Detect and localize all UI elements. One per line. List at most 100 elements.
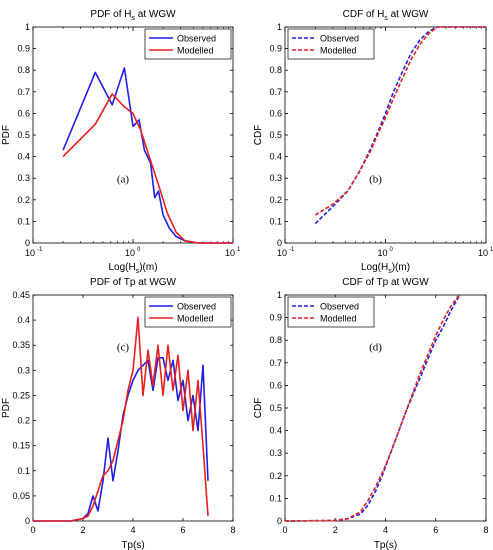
chart-title-tail: at WGW bbox=[135, 9, 176, 20]
x-tick-label: 4 bbox=[383, 525, 388, 535]
y-axis-label: CDF bbox=[253, 398, 264, 419]
x-axis-label: Tp(s) bbox=[374, 540, 397, 550]
legend: Observed Modelled bbox=[144, 296, 232, 328]
x-tick-exponent: -1 bbox=[289, 247, 295, 253]
legend-label-observed: Observed bbox=[177, 34, 216, 44]
y-tick-label: 0.8 bbox=[17, 65, 30, 75]
x-tick-label: 4 bbox=[130, 525, 135, 535]
x-tick-exponent: 0 bbox=[137, 247, 141, 253]
y-axis-label: PDF bbox=[1, 125, 12, 145]
legend-label-observed: Observed bbox=[320, 34, 359, 44]
x-tick-label: 8 bbox=[483, 525, 488, 535]
panel-label: (c) bbox=[117, 341, 130, 353]
x-tick-label: 10 bbox=[478, 248, 488, 258]
y-tick-label: 0 bbox=[277, 238, 282, 248]
x-axis-label: Log(Hs)(m) bbox=[361, 262, 410, 275]
y-tick-label: 0.3 bbox=[269, 448, 282, 458]
chart-title-main: PDF of H bbox=[90, 9, 131, 20]
y-tick-label: 0.1 bbox=[269, 216, 282, 226]
y-tick-label: 0.45 bbox=[12, 290, 30, 300]
y-tick-label: 1 bbox=[25, 22, 30, 32]
y-tick-label: 0.9 bbox=[269, 44, 282, 54]
y-tick-label: 1 bbox=[277, 22, 282, 32]
series-line-modelled bbox=[33, 316, 209, 522]
chart-title-main: CDF of Tp at WGW bbox=[342, 277, 429, 288]
y-tick-label: 0.8 bbox=[269, 65, 282, 75]
x-tick-label: 0 bbox=[30, 525, 35, 535]
panel-label: (a) bbox=[117, 174, 130, 186]
x-tick-label: 2 bbox=[333, 525, 338, 535]
y-tick-label: 0.25 bbox=[12, 390, 30, 400]
x-tick-label: 0 bbox=[282, 525, 287, 535]
y-tick-label: 0.3 bbox=[269, 173, 282, 183]
y-tick-label: 0.6 bbox=[269, 108, 282, 118]
legend-label-observed: Observed bbox=[177, 302, 216, 312]
series-line-modelled bbox=[314, 26, 486, 216]
y-tick-label: 0.6 bbox=[269, 380, 282, 390]
x-tick-exponent: -1 bbox=[37, 247, 43, 253]
legend: Observed Modelled bbox=[287, 296, 375, 328]
legend-box bbox=[287, 28, 375, 60]
y-tick-label: 0 bbox=[277, 516, 282, 526]
y-axis-label: CDF bbox=[253, 125, 264, 146]
y-tick-label: 0.2 bbox=[269, 195, 282, 205]
y-tick-label: 1 bbox=[277, 290, 282, 300]
y-tick-label: 0.5 bbox=[17, 130, 30, 140]
x-tick-exponent: 0 bbox=[390, 247, 394, 253]
y-tick-label: 0.3 bbox=[17, 173, 30, 183]
x-tick-label: 10 bbox=[277, 248, 287, 258]
y-tick-label: 0.15 bbox=[12, 441, 30, 451]
y-tick-label: 0 bbox=[25, 238, 30, 248]
legend: Observed Modelled bbox=[144, 28, 232, 60]
series-line-modelled bbox=[62, 93, 233, 244]
y-tick-label: 0.35 bbox=[12, 340, 30, 350]
y-tick-label: 0.1 bbox=[17, 466, 30, 476]
y-tick-label: 0.6 bbox=[17, 108, 30, 118]
x-axis-label-main: Log(H bbox=[361, 262, 388, 273]
y-tick-label: 0.7 bbox=[17, 87, 30, 97]
x-tick-label: 2 bbox=[80, 525, 85, 535]
chart-title-tail: at WGW bbox=[388, 9, 429, 20]
series-line-modelled bbox=[284, 294, 462, 522]
legend-box bbox=[144, 296, 232, 328]
x-axis-label-tail: )(m) bbox=[139, 262, 157, 273]
y-tick-label: 0.9 bbox=[269, 313, 282, 323]
x-tick-exponent: 1 bbox=[237, 247, 241, 253]
y-tick-label: 0.2 bbox=[17, 195, 30, 205]
x-tick-exponent: 1 bbox=[490, 247, 493, 253]
x-tick-label: 8 bbox=[230, 525, 235, 535]
y-tick-label: 0.9 bbox=[17, 44, 30, 54]
chart-title: CDF of Hs at WGW bbox=[343, 9, 429, 22]
x-tick-label: 10 bbox=[25, 248, 35, 258]
y-tick-label: 0.1 bbox=[17, 216, 30, 226]
y-tick-label: 0 bbox=[25, 516, 30, 526]
chart-panel-pdf-tp: 0 0.05 0.1 0.15 0.2 0.25 0.3 0.35 0.4 0.45 0 2 4 6 8 PD… bbox=[1, 277, 236, 550]
y-tick-label: 0.8 bbox=[269, 335, 282, 345]
y-tick-label: 0.1 bbox=[269, 493, 282, 503]
legend-label-observed: Observed bbox=[320, 302, 359, 312]
panel-label: (b) bbox=[369, 174, 382, 186]
legend-box bbox=[287, 296, 375, 328]
y-tick-label: 0.4 bbox=[17, 152, 30, 162]
chart-title: CDF of Tp at WGW bbox=[342, 277, 429, 288]
y-tick-label: 0.2 bbox=[269, 471, 282, 481]
y-tick-label: 0.5 bbox=[269, 403, 282, 413]
legend-label-modelled: Modelled bbox=[177, 314, 214, 324]
y-tick-label: 0.5 bbox=[269, 130, 282, 140]
chart-title-subscript: s bbox=[384, 15, 388, 22]
x-tick-label: 10 bbox=[225, 248, 235, 258]
x-tick-label: 6 bbox=[180, 525, 185, 535]
x-axis-label: Tp(s) bbox=[121, 540, 144, 550]
legend-box bbox=[144, 28, 232, 60]
y-tick-label: 0.4 bbox=[269, 152, 282, 162]
chart-title-main: CDF of H bbox=[343, 9, 385, 20]
chart-title-subscript: s bbox=[132, 15, 136, 22]
legend-label-modelled: Modelled bbox=[320, 314, 357, 324]
x-axis-label-tail: )(m) bbox=[392, 262, 410, 273]
legend: Observed Modelled bbox=[287, 28, 375, 60]
chart-panel-cdf-tp: 0 0.1 0.2 0.3 0.4 0.5 0.6 0.7 0.8 0.9 1 0 2 4 6 8 CDF of… bbox=[253, 277, 489, 550]
